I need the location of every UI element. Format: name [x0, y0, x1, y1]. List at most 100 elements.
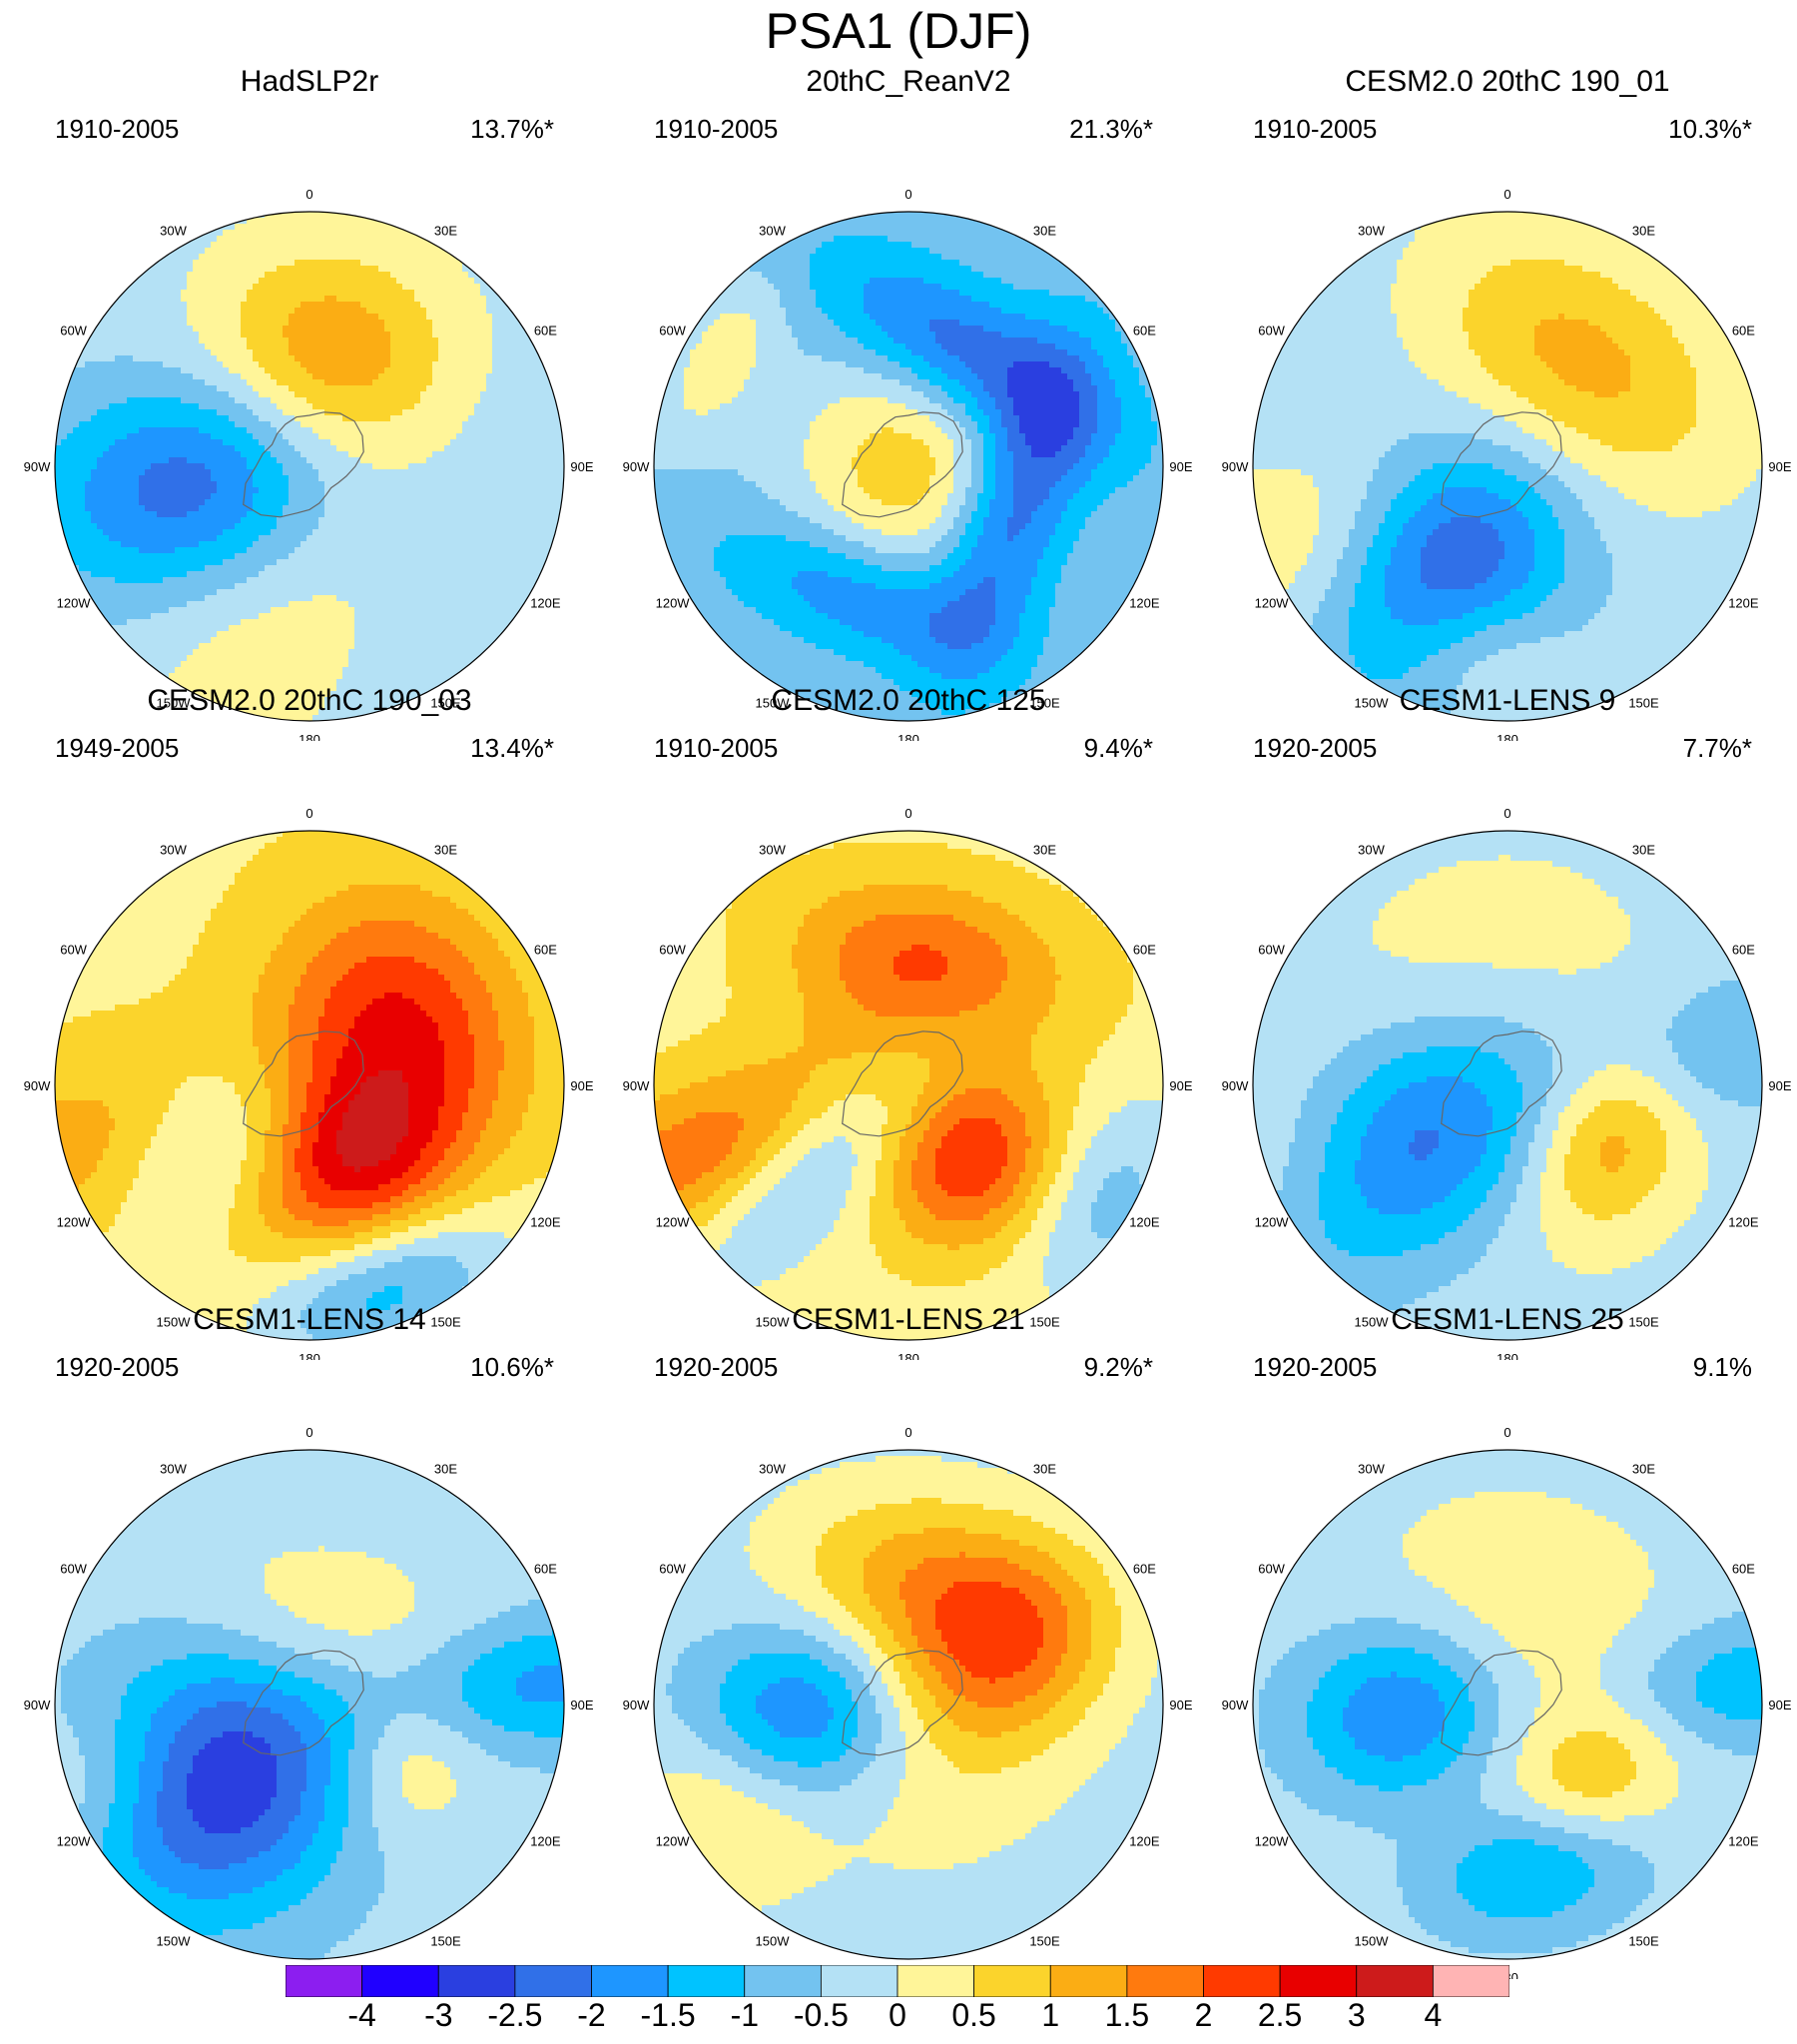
longitude-label: 30W: [160, 224, 187, 239]
longitude-label: 60W: [60, 943, 87, 958]
colorbar-tick-label: -2: [577, 1995, 605, 2035]
longitude-label: 60E: [1133, 1562, 1156, 1577]
longitude-label: 0: [305, 806, 312, 821]
panel-period: 1920-2005: [1253, 733, 1377, 763]
longitude-label: 60W: [659, 324, 686, 339]
antarctica-coastline: [243, 411, 364, 518]
panel-period: 1949-2005: [55, 733, 179, 763]
longitude-label: 60E: [534, 1562, 557, 1577]
colorbar-swatch: [1279, 1965, 1358, 1997]
antarctica-coastline: [842, 411, 963, 518]
longitude-label: 180: [1497, 1351, 1518, 1360]
longitude-label: 90E: [1169, 1078, 1192, 1093]
map-panel: CESM2.0 20thC 190_03 1949-2005 13.4%* 0 30E 6…: [10, 681, 609, 1360]
slp-anomaly-field: [1253, 831, 1762, 1340]
antarctica-coastline: [842, 1650, 963, 1756]
longitude-label: 120E: [1728, 596, 1759, 611]
longitude-label: 60W: [60, 1562, 87, 1577]
panel-title: HadSLP2r: [10, 62, 609, 102]
colorbar-swatch: [820, 1965, 898, 1997]
longitude-label: 30E: [1632, 843, 1655, 858]
longitude-label: 60E: [1732, 943, 1755, 958]
longitude-label: 90E: [570, 459, 593, 474]
antarctica-coastline: [842, 1030, 963, 1137]
map-border: [1252, 830, 1763, 1341]
map-border: [653, 211, 1164, 722]
antarctica-coastline: [1441, 1030, 1562, 1137]
longitude-label: 30E: [1033, 224, 1056, 239]
panel-title: CESM1-LENS 25: [1208, 1300, 1797, 1340]
longitude-label: 150W: [1355, 1933, 1390, 1948]
longitude-label: 60W: [1258, 943, 1285, 958]
longitude-label: 90E: [1768, 1078, 1791, 1093]
antarctica-coastline: [1441, 411, 1562, 518]
longitude-label: 150W: [157, 1314, 192, 1329]
colorbar-swatch: [744, 1965, 822, 1997]
slp-anomaly-field: [1253, 212, 1762, 721]
figure-title: PSA1 (DJF): [0, 0, 1797, 62]
longitude-label: 90E: [1768, 459, 1791, 474]
longitude-label: 180: [299, 1351, 320, 1360]
colorbar-swatch: [514, 1965, 592, 1997]
longitude-label: 120W: [57, 1215, 92, 1230]
longitude-label: 0: [904, 1425, 911, 1440]
polar-map: 0 30E 60E 90E 120E 150E 180 150W 120W 90W 60W 30W: [1222, 806, 1792, 1360]
slp-anomaly-field: [654, 212, 1163, 721]
colorbar-swatch: [1049, 1965, 1128, 1997]
longitude-label: 90W: [1222, 1698, 1249, 1712]
longitude-label: 90E: [1768, 1698, 1791, 1712]
colorbar-swatch: [1203, 1965, 1281, 1997]
longitude-label: 60W: [659, 943, 686, 958]
colorbar-swatch: [361, 1965, 439, 1997]
longitude-label: 90W: [24, 459, 51, 474]
colorbar-tick-label: 4: [1424, 1995, 1442, 2035]
polar-map: 0 30E 60E 90E 120E 150E 180 150W 120W 90W 60W 30W: [24, 806, 594, 1360]
longitude-label: 150W: [756, 695, 791, 710]
longitude-label: 30E: [434, 843, 457, 858]
panel-period: 1910-2005: [654, 733, 778, 763]
longitude-label: 30W: [1358, 1462, 1385, 1477]
longitude-label: 120E: [530, 596, 561, 611]
panel-title: CESM2.0 20thC 190_01: [1208, 62, 1797, 102]
longitude-label: 0: [1503, 187, 1510, 202]
longitude-label: 0: [305, 1425, 312, 1440]
longitude-label: 120W: [1255, 1834, 1290, 1849]
colorbar-tick-label: 2.5: [1258, 1995, 1302, 2035]
longitude-label: 60E: [1732, 324, 1755, 339]
map-panel: CESM1-LENS 9 1920-2005 7.7%* 0 30E 60E 90E 120E…: [1208, 681, 1797, 1360]
longitude-label: 150W: [157, 1933, 192, 1948]
map-panel: CESM2.0 20thC 125 1910-2005 9.4%* 0 30E 60E 90…: [609, 681, 1208, 1360]
longitude-label: 120W: [656, 1215, 691, 1230]
slp-anomaly-field: [654, 831, 1163, 1340]
panel-title: CESM1-LENS 21: [609, 1300, 1208, 1340]
longitude-label: 120E: [1129, 596, 1160, 611]
explained-variance: 7.7%*: [1683, 733, 1752, 763]
longitude-label: 120E: [530, 1215, 561, 1230]
longitude-label: 30E: [1033, 843, 1056, 858]
colorbar-swatch: [1356, 1965, 1434, 1997]
antarctica-coastline: [1441, 1650, 1562, 1756]
longitude-label: 120E: [1129, 1215, 1160, 1230]
longitude-label: 30W: [1358, 224, 1385, 239]
longitude-label: 90W: [623, 1698, 650, 1712]
longitude-label: 30E: [434, 1462, 457, 1477]
colorbar-tick-label: 1: [1041, 1995, 1059, 2035]
longitude-label: 150E: [1029, 695, 1060, 710]
longitude-label: 150W: [756, 1933, 791, 1948]
panel-period: 1910-2005: [55, 114, 179, 144]
antarctica-coastline: [243, 1030, 364, 1137]
longitude-label: 150W: [756, 1314, 791, 1329]
polar-map: 0 30E 60E 90E 120E 150E 180 150W 120W 90W 60W 30W: [1222, 187, 1792, 741]
longitude-label: 120E: [530, 1834, 561, 1849]
panel-period: 1910-2005: [1253, 114, 1377, 144]
longitude-label: 120W: [57, 1834, 92, 1849]
map-panel: CESM1-LENS 21 1920-2005 9.2%* 0 30E 60E 90E 120…: [609, 1300, 1208, 1979]
longitude-label: 120W: [656, 596, 691, 611]
longitude-label: 180: [1497, 732, 1518, 741]
longitude-label: 90E: [570, 1078, 593, 1093]
longitude-label: 150E: [430, 1933, 461, 1948]
colorbar-swatch: [897, 1965, 975, 1997]
map-border: [54, 1449, 565, 1960]
longitude-label: 60E: [1732, 1562, 1755, 1577]
colorbar-swatch: [667, 1965, 746, 1997]
